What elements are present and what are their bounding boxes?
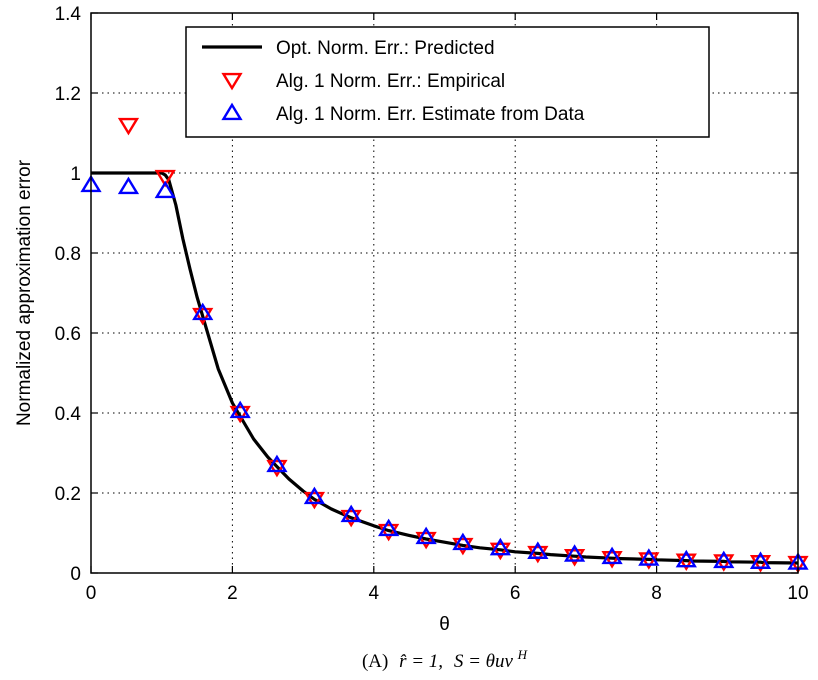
y-tick-label: 0.6 [55,324,81,345]
caption-rhat: r̂ = 1, [399,651,443,672]
empirical-marker [489,542,511,561]
y-tick-label: 0.2 [55,484,81,505]
estimate-marker [563,544,586,562]
series-2 [117,117,809,574]
empirical-marker [638,552,660,570]
y-tick-label: 0.8 [55,244,81,265]
legend-label: Alg. 1 Norm. Err. Estimate from Data [276,104,585,125]
caption-label: (A) [362,651,388,672]
ticks [90,12,799,574]
estimate-marker [415,526,437,545]
x-tick-label: 10 [787,583,808,604]
empirical-marker [452,537,474,556]
x-tick-label: 2 [227,583,238,604]
estimate-marker [713,550,735,569]
legend-label: Opt. Norm. Err.: Predicted [276,38,495,59]
empirical-marker [713,554,735,572]
estimate-marker [192,302,214,321]
x-tick-label: 6 [510,583,521,604]
y-tick-label: 1.2 [55,84,81,105]
x-axis-label: θ [439,614,450,635]
tick-labels: 0 2 4 6 8 10 0 0.2 0.4 0.6 0.8 1 1.2 1.4 [55,4,809,604]
empirical-marker [266,459,288,478]
plot-frame [90,12,799,574]
empirical-marker [415,531,437,550]
estimate-marker [489,537,511,556]
legend-empirical-marker [221,72,243,91]
y-tick-label: 1 [70,164,81,185]
x-tick-label: 8 [651,583,662,604]
legend-estimate-marker [221,102,243,121]
estimate-marker [527,541,549,559]
empirical-marker [563,549,586,567]
empirical-marker [117,117,140,136]
caption-formula: S = θuv [454,651,514,672]
estimate-marker [117,176,140,195]
svg-text:(A) r̂ = 1, S = θu: (A) r̂ = 1, S = θuv H [362,647,528,672]
estimate-marker [378,518,400,537]
legend-box [185,26,710,138]
y-axis-label: Normalized approximation error [14,159,35,426]
empirical-marker [527,545,549,564]
empirical-marker [303,491,326,510]
series-layer [80,117,809,574]
estimate-marker [340,504,362,523]
estimate-marker [266,454,288,473]
y-tick-label: 1.4 [55,4,82,25]
estimate-marker [638,548,660,566]
estimate-marker [303,486,326,505]
estimate-marker [749,551,772,569]
empirical-marker [340,509,362,528]
x-tick-label: 0 [86,583,97,604]
empirical-marker [675,553,697,571]
caption: (A) r̂ = 1, S = θuv H [362,647,528,672]
empirical-marker [229,405,251,424]
empirical-marker [749,555,772,573]
estimate-marker [452,532,474,551]
legend-label: Alg. 1 Norm. Err.: Empirical [276,71,505,92]
empirical-marker [378,523,400,542]
estimate-marker [675,549,697,568]
empirical-marker [192,307,214,326]
estimate-marker [154,180,176,199]
y-tick-label: 0 [70,564,81,585]
empirical-marker [154,169,176,188]
legend: Opt. Norm. Err.: Predicted Alg. 1 Norm. E… [185,26,710,138]
caption-formula-superscript: H [517,647,528,662]
estimate-marker [229,400,251,419]
series-3 [80,174,809,570]
estimate-marker [601,546,623,565]
x-tick-label: 4 [369,583,380,604]
empirical-marker [601,551,623,569]
y-tick-label: 0.4 [55,404,82,425]
